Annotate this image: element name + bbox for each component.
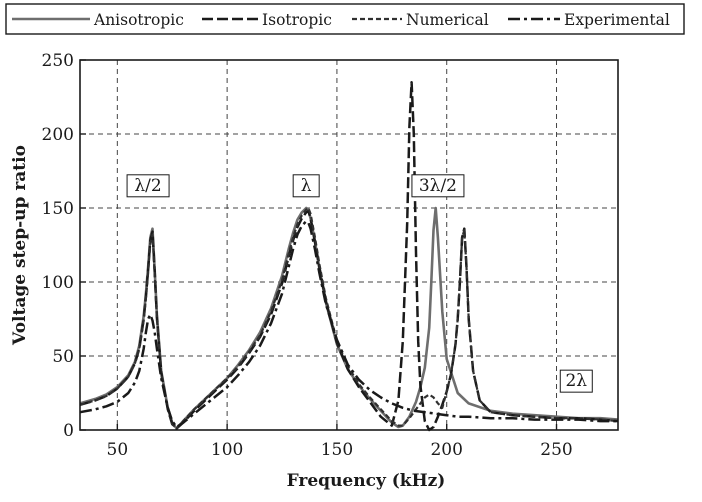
legend-label-anisotropic: Anisotropic xyxy=(93,11,184,29)
annotation-label: λ xyxy=(301,176,312,196)
legend: Anisotropic Isotropic Numerical Experime… xyxy=(5,3,685,35)
legend-label-isotropic: Isotropic xyxy=(262,11,332,29)
plot-frame xyxy=(79,59,619,431)
annotation-box xyxy=(559,369,593,393)
mode-annotation: 2λ xyxy=(559,369,593,393)
annotation-box xyxy=(126,174,170,198)
y-tick-label: 150 xyxy=(42,199,74,219)
y-tick-label: 100 xyxy=(42,273,74,293)
series-layer xyxy=(79,80,619,432)
x-axis-title: Frequency (kHz) xyxy=(287,471,446,491)
annotation-box xyxy=(411,174,465,198)
x-tick-label: 250 xyxy=(540,440,572,460)
grid-layer xyxy=(80,60,618,430)
y-axis-title: Voltage step-up ratio xyxy=(10,145,30,346)
y-tick-label: 250 xyxy=(42,51,74,71)
y-tick-label: 50 xyxy=(52,347,74,367)
mode-annotation: λ xyxy=(292,174,320,198)
legend-label-numerical: Numerical xyxy=(406,11,489,29)
mode-annotation: 3λ/2 xyxy=(411,174,465,198)
x-tick-label: 200 xyxy=(430,440,462,460)
x-tick-label: 50 xyxy=(107,440,129,460)
mode-annotation: λ/2 xyxy=(126,174,170,198)
annotation-layer: λ/2 λ 3λ/2 2λ xyxy=(126,174,593,393)
series-line-anisotropic xyxy=(79,206,619,430)
x-tick-label: 150 xyxy=(321,440,353,460)
series-line-experimental xyxy=(79,220,618,429)
y-tick-label: 200 xyxy=(42,125,74,145)
annotation-label: 3λ/2 xyxy=(419,176,457,196)
series-line-isotropic xyxy=(79,80,619,432)
legend-box xyxy=(5,3,685,35)
series-line-numerical xyxy=(79,206,619,430)
annotation-label: λ/2 xyxy=(134,176,161,196)
tick-layer: 50 100 150 200 250 0 50 100 150 200 250 xyxy=(42,51,573,460)
annotation-label: 2λ xyxy=(565,371,587,391)
y-tick-label: 0 xyxy=(63,421,74,441)
x-tick-label: 100 xyxy=(211,440,243,460)
legend-label-experimental: Experimental xyxy=(564,11,670,29)
annotation-box xyxy=(292,174,320,198)
